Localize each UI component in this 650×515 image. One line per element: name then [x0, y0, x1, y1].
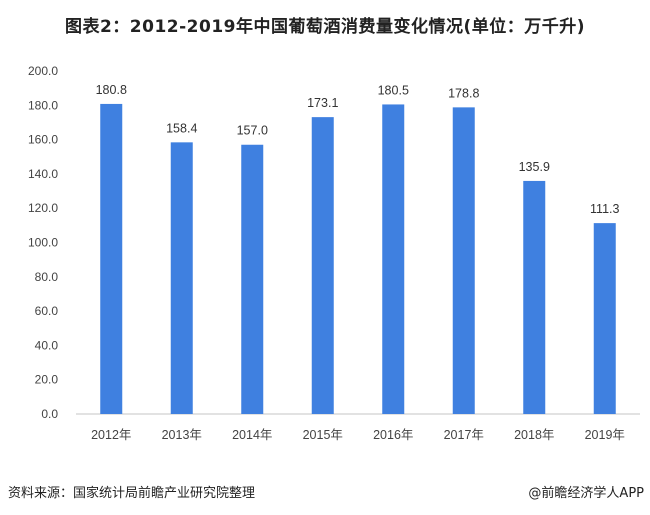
bar — [100, 103, 123, 414]
data-label: 157.0 — [237, 124, 268, 138]
y-tick-label: 200.0 — [28, 64, 58, 78]
x-tick-label: 2019年 — [585, 428, 625, 442]
x-tick-label: 2017年 — [444, 428, 484, 442]
data-label: 178.8 — [448, 86, 479, 100]
bar — [593, 223, 616, 414]
data-label: 180.5 — [378, 83, 409, 97]
bar — [311, 117, 334, 415]
x-tick-label: 2015年 — [303, 428, 343, 442]
data-label: 180.8 — [96, 83, 127, 97]
data-label: 173.1 — [307, 96, 338, 110]
x-tick-label: 2012年 — [91, 428, 131, 442]
y-tick-label: 20.0 — [35, 373, 59, 387]
bar — [241, 144, 264, 414]
y-tick-label: 100.0 — [28, 236, 58, 250]
x-tick-label: 2013年 — [162, 428, 202, 442]
y-tick-label: 160.0 — [28, 133, 58, 147]
y-tick-label: 60.0 — [35, 304, 59, 318]
x-tick-label: 2016年 — [373, 428, 413, 442]
y-tick-label: 40.0 — [35, 338, 59, 352]
x-tick-label: 2014年 — [232, 428, 272, 442]
bar — [452, 107, 475, 414]
y-tick-label: 120.0 — [28, 201, 58, 215]
chart-title: 图表2：2012-2019年中国葡萄酒消费量变化情况(单位：万千升) — [64, 17, 586, 37]
data-label: 158.4 — [166, 121, 197, 135]
y-tick-label: 140.0 — [28, 167, 58, 181]
data-label: 111.3 — [590, 202, 619, 216]
data-label: 135.9 — [519, 160, 550, 174]
bar — [523, 180, 546, 414]
y-tick-label: 80.0 — [35, 270, 59, 284]
y-tick-label: 180.0 — [28, 98, 58, 112]
x-tick-label: 2018年 — [514, 428, 554, 442]
bar — [170, 142, 193, 414]
bar — [382, 104, 405, 414]
source-note: 资料来源：国家统计局前瞻产业研究院整理 — [8, 486, 256, 501]
y-tick-label: 0.0 — [41, 407, 58, 421]
brand-credit: @前瞻经济学人APP — [528, 486, 644, 501]
